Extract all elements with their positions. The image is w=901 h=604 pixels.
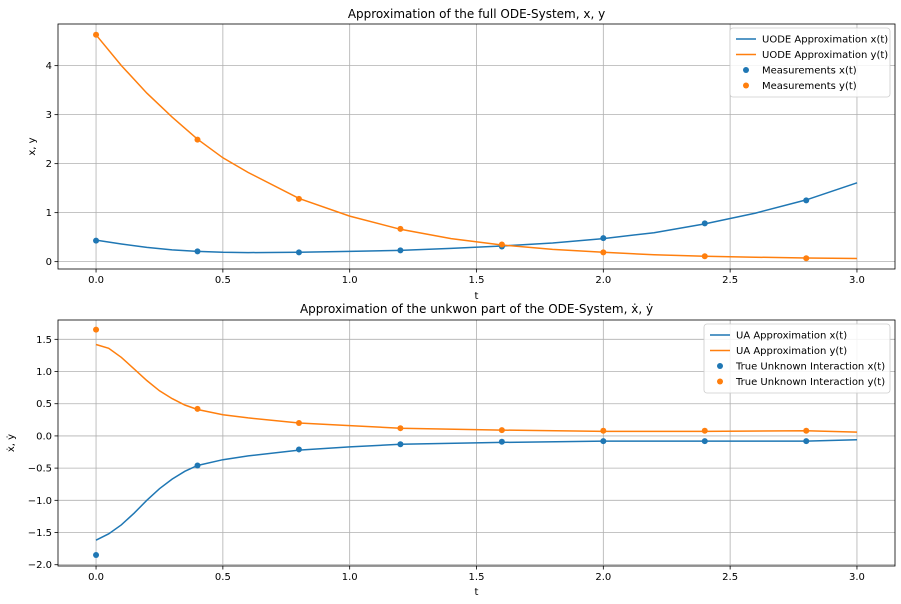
x-tick-label: 1.0 — [342, 275, 358, 286]
legend-dot-marker — [717, 363, 723, 369]
y-tick-label: 0.5 — [36, 399, 52, 410]
legend-box — [703, 323, 891, 394]
data-point — [397, 441, 404, 448]
x-tick-label: 1.5 — [469, 275, 485, 286]
data-point — [498, 427, 505, 434]
data-point — [600, 438, 607, 445]
data-point — [194, 405, 201, 412]
data-point — [600, 427, 607, 434]
y-tick-label: 0 — [46, 257, 52, 268]
x-tick-label: 0.5 — [215, 572, 231, 583]
data-point — [194, 248, 201, 255]
y-tick-label: −1.5 — [28, 528, 52, 539]
legend-box — [729, 27, 891, 98]
legend-label: Measurements x(t) — [762, 66, 857, 77]
x-tick-label: 2.5 — [722, 572, 738, 583]
x-tick-label: 2.5 — [722, 275, 738, 286]
data-point — [803, 438, 810, 445]
data-point — [600, 235, 607, 242]
data-point — [701, 438, 708, 445]
legend-label: True Unknown Interaction x(t) — [735, 362, 885, 373]
data-point — [498, 438, 505, 445]
legend-dot-marker — [743, 67, 749, 73]
y-tick-label: 1.5 — [36, 335, 52, 346]
data-point — [397, 425, 404, 432]
x-tick-label: 3.0 — [849, 275, 865, 286]
y-axis-label: x, y — [27, 137, 38, 155]
legend-label: True Unknown Interaction y(t) — [735, 377, 885, 388]
data-point — [498, 241, 505, 248]
x-tick-label: 2.0 — [595, 275, 611, 286]
legend: UA Approximation x(t) UA Approximation y(… — [703, 323, 891, 394]
data-point — [600, 249, 607, 256]
chart-panel-2: 0.0 0.5 1.0 1.5 2.0 2.5 3.0 −2.0 −1.5 −1.0 −0.5 0.0… — [6, 302, 896, 598]
data-point — [397, 225, 404, 232]
data-point — [93, 31, 100, 38]
chart-title: Approximation of the unkwon part of the … — [300, 302, 653, 316]
data-point — [194, 136, 201, 143]
data-point — [194, 462, 201, 469]
data-point — [803, 427, 810, 434]
data-point — [701, 220, 708, 227]
y-tick-label: −0.5 — [28, 464, 52, 475]
legend-label: Measurements y(t) — [762, 81, 857, 92]
x-tick-label: 1.0 — [342, 572, 358, 583]
y-tick-label: 1.0 — [36, 367, 52, 378]
chart-panel-1: 0.0 0.5 1.0 1.5 2.0 2.5 3.0 0 1 2 3 4 Approximation … — [27, 7, 896, 302]
x-tick-label: 2.0 — [595, 572, 611, 583]
x-axis-label: t — [475, 291, 479, 302]
data-point — [93, 237, 100, 244]
y-tick-label: 2 — [46, 159, 52, 170]
y-tick-label: 4 — [46, 61, 52, 72]
x-tick-label: 0.5 — [215, 275, 231, 286]
chart-title: Approximation of the full ODE-System, x,… — [348, 7, 605, 21]
y-tick-label: 1 — [46, 208, 52, 219]
data-point — [93, 552, 100, 559]
y-tick-label: 3 — [46, 110, 52, 121]
y-tick-label: −2.0 — [28, 560, 52, 571]
legend-label: UA Approximation x(t) — [736, 331, 847, 342]
data-point — [295, 249, 302, 256]
legend-label: UODE Approximation y(t) — [762, 50, 888, 61]
data-point — [803, 255, 810, 262]
data-point — [93, 326, 100, 333]
data-point — [397, 247, 404, 254]
y-tick-label: −1.0 — [28, 496, 52, 507]
data-point — [803, 197, 810, 204]
legend-dot-marker — [743, 82, 749, 89]
data-point — [295, 195, 302, 202]
x-axis-label: t — [475, 587, 479, 598]
data-point — [295, 446, 302, 453]
y-tick-label: 0.0 — [36, 431, 52, 442]
legend-dot-marker — [717, 378, 723, 385]
x-tick-label: 0.0 — [88, 275, 104, 286]
legend-label: UODE Approximation x(t) — [762, 35, 888, 46]
data-point — [701, 253, 708, 260]
y-axis-label: ẋ, ẏ — [6, 434, 17, 452]
data-point — [295, 420, 302, 427]
legend-label: UA Approximation y(t) — [736, 346, 847, 357]
legend: UODE Approximation x(t) UODE Approximatio… — [729, 27, 891, 98]
data-point — [701, 427, 708, 434]
x-tick-label: 0.0 — [88, 572, 104, 583]
x-tick-label: 1.5 — [469, 572, 485, 583]
x-tick-label: 3.0 — [849, 572, 865, 583]
